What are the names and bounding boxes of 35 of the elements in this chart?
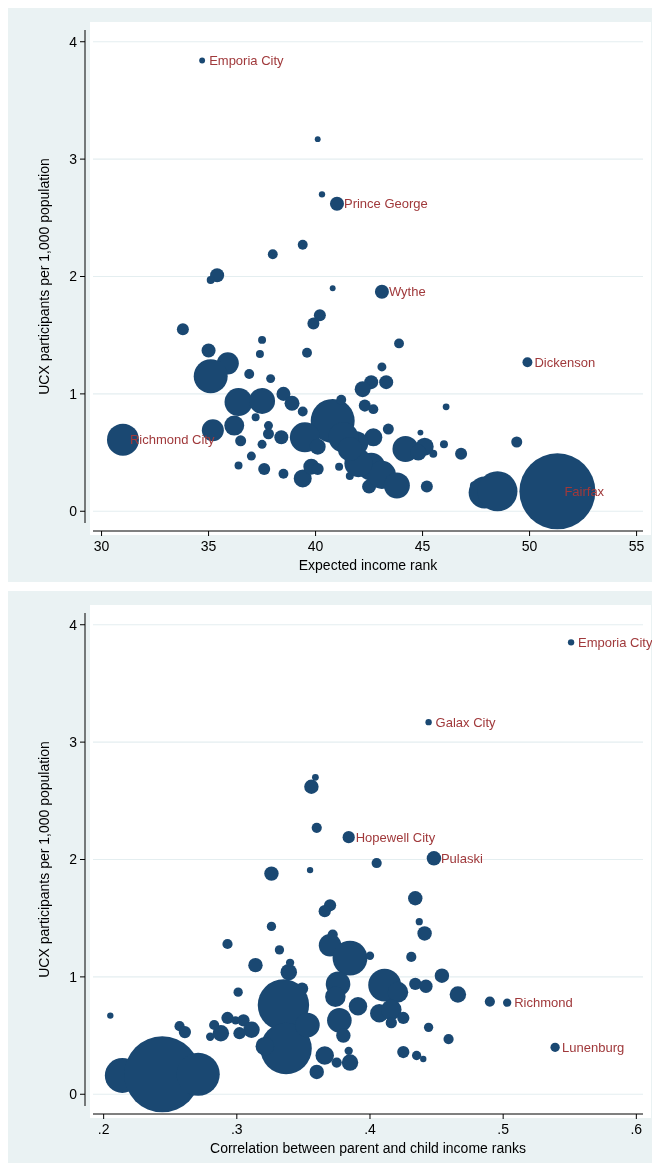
- x-tick-label: .6: [630, 1121, 643, 1137]
- x-tick-label: .4: [364, 1121, 377, 1137]
- annotation: Wythe: [388, 284, 426, 300]
- x-tick-label: .3: [230, 1121, 243, 1137]
- y-tick-label: 3: [69, 734, 78, 751]
- x-axis-title: Expected income rank: [298, 557, 439, 573]
- y-tick-label: 4: [69, 616, 78, 633]
- annotation: Lunenburg: [562, 1039, 625, 1055]
- y-tick-label: 2: [69, 268, 78, 285]
- x-tick-label: 50: [521, 538, 538, 554]
- x-tick-label: 45: [414, 538, 431, 554]
- annotation: Emporia City: [578, 634, 653, 650]
- y-axis-title: UCX participants per 1,000 population: [36, 741, 52, 978]
- annotation: Pulaski: [440, 850, 483, 866]
- y-axis-title: UCX participants per 1,000 population: [36, 158, 52, 395]
- annotation: Hopewell City: [355, 829, 436, 845]
- x-axis-title: Correlation between parent and child income ranks: [210, 1140, 526, 1156]
- y-tick-label: 0: [69, 1086, 78, 1103]
- y-tick-label: 2: [69, 851, 78, 868]
- annotation: Emporia City: [209, 53, 285, 69]
- y-tick-label: 1: [69, 968, 78, 985]
- annotation: Prince George: [343, 196, 428, 212]
- y-tick-label: 0: [69, 503, 78, 520]
- y-tick-label: 3: [69, 151, 78, 168]
- x-tick-label: 55: [628, 538, 645, 554]
- x-tick-label: 30: [93, 538, 110, 554]
- y-tick-label: 4: [69, 33, 78, 50]
- x-tick-label: .2: [97, 1121, 110, 1137]
- y-tick-label: 1: [69, 385, 78, 402]
- x-tick-label: 35: [200, 538, 217, 554]
- x-tick-label: .5: [497, 1121, 510, 1137]
- annotation: Dickenson: [534, 354, 596, 370]
- x-tick-label: 40: [307, 538, 324, 554]
- annotation: Richmond: [514, 995, 573, 1011]
- annotation: Galax City: [435, 714, 497, 730]
